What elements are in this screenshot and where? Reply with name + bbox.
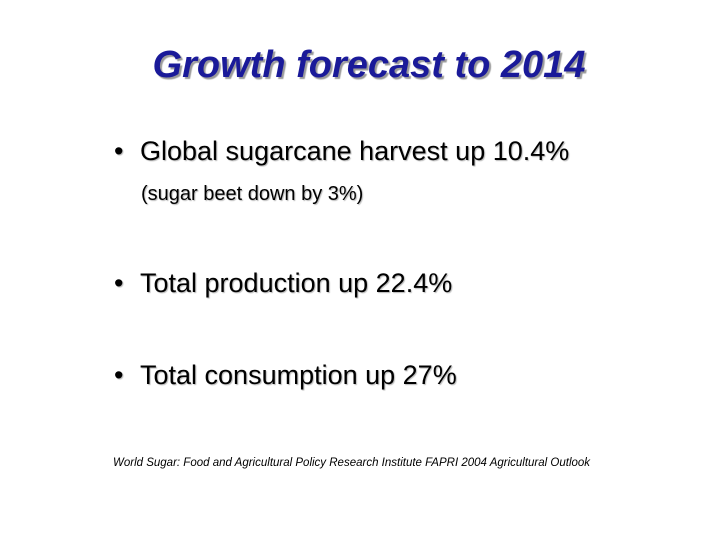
bullet-icon: • <box>114 360 124 390</box>
source-citation: World Sugar: Food and Agricultural Polic… <box>113 457 591 469</box>
bullet-icon: • <box>114 136 124 166</box>
bullet-text: Global sugarcane harvest up 10.4% <box>140 136 570 166</box>
bullet-item-consumption: • Total consumption up 27% <box>114 360 457 391</box>
bullet-icon: • <box>114 268 124 298</box>
slide-title: Growth forecast to 2014 <box>152 44 586 86</box>
bullet-item-sugarcane: • Global sugarcane harvest up 10.4% <box>114 136 569 167</box>
bullet-subtext: (sugar beet down by 3%) <box>141 183 364 205</box>
bullet-text: Total production up 22.4% <box>140 268 453 298</box>
bullet-text: Total consumption up 27% <box>140 360 457 390</box>
bullet-item-production: • Total production up 22.4% <box>114 268 452 299</box>
